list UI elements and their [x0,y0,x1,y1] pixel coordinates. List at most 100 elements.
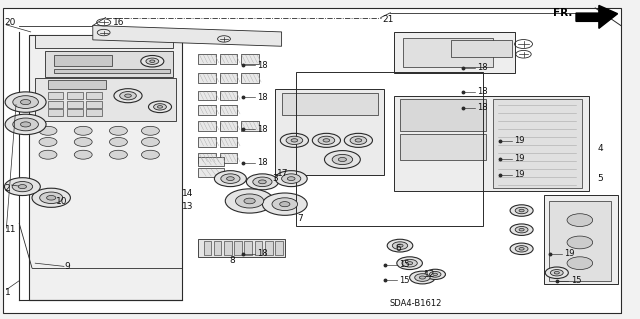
Circle shape [39,137,57,146]
Circle shape [402,259,417,267]
Circle shape [214,171,246,187]
Text: 18: 18 [257,93,268,102]
Circle shape [47,196,56,200]
Bar [220,91,237,100]
Circle shape [5,114,46,135]
Bar [48,80,106,89]
Text: 18: 18 [257,61,268,70]
Circle shape [429,271,441,277]
Circle shape [146,58,159,64]
Bar [255,241,262,255]
Circle shape [519,209,524,212]
Circle shape [323,139,330,142]
Circle shape [148,101,172,113]
Circle shape [227,177,234,181]
Circle shape [32,188,70,207]
Bar [220,121,237,131]
Text: SDA4-B1612: SDA4-B1612 [390,299,442,308]
Text: 18: 18 [477,87,488,96]
Polygon shape [45,51,173,77]
Polygon shape [394,96,589,191]
Polygon shape [93,26,282,46]
Bar [67,101,83,108]
Bar [86,92,102,99]
Circle shape [392,242,408,249]
Bar [241,121,259,131]
Circle shape [280,133,308,147]
Circle shape [120,92,136,100]
Circle shape [355,139,362,142]
Text: 18: 18 [477,103,488,112]
Circle shape [419,276,426,279]
Bar [296,72,483,226]
Circle shape [567,236,593,249]
Circle shape [350,136,367,145]
Circle shape [406,262,413,265]
Bar [220,105,237,115]
Polygon shape [35,35,173,48]
Circle shape [20,122,31,127]
Bar [224,241,232,255]
Bar [198,121,216,131]
Bar [198,91,216,100]
Circle shape [109,137,127,146]
Bar [544,195,618,284]
Text: 18: 18 [257,125,268,134]
Circle shape [141,126,159,135]
Polygon shape [35,78,176,121]
Text: 16: 16 [113,19,124,27]
Bar [549,201,611,281]
Circle shape [4,178,40,196]
Bar [198,239,285,257]
Bar [198,157,224,166]
Circle shape [236,194,264,208]
Circle shape [287,177,295,181]
Circle shape [225,189,274,213]
Circle shape [74,137,92,146]
Circle shape [567,214,593,226]
Text: 8: 8 [229,256,235,265]
Bar [67,109,83,116]
Bar [220,54,237,64]
Text: 17: 17 [276,169,288,178]
Text: 12: 12 [424,270,435,279]
Circle shape [324,151,360,168]
Circle shape [109,150,127,159]
Text: 7: 7 [298,214,303,223]
Text: 4: 4 [597,144,603,153]
Polygon shape [576,5,618,28]
Circle shape [244,198,255,204]
Bar [67,92,83,99]
Bar [220,153,237,163]
Bar [48,92,63,99]
Text: 14: 14 [182,189,194,198]
Circle shape [567,257,593,270]
Bar [220,73,237,83]
Circle shape [318,136,335,145]
Circle shape [280,202,290,207]
Circle shape [221,174,240,183]
Circle shape [286,136,303,145]
Text: 13: 13 [182,202,194,211]
Circle shape [5,92,46,112]
Polygon shape [29,35,182,300]
Bar [54,55,112,66]
Bar [244,241,252,255]
Circle shape [19,185,26,189]
Text: 11: 11 [4,225,16,234]
Circle shape [550,270,563,276]
Bar [241,54,259,64]
Circle shape [141,150,159,159]
Bar [493,99,582,188]
Circle shape [510,205,533,216]
Bar [198,153,216,163]
Bar [275,89,384,175]
Text: 9: 9 [65,262,70,271]
Text: 19: 19 [515,137,525,145]
Text: 3: 3 [272,174,278,183]
Circle shape [74,126,92,135]
Circle shape [510,243,533,255]
Text: 2: 2 [4,184,10,193]
Text: 18: 18 [257,249,268,258]
Text: 5: 5 [597,174,603,183]
